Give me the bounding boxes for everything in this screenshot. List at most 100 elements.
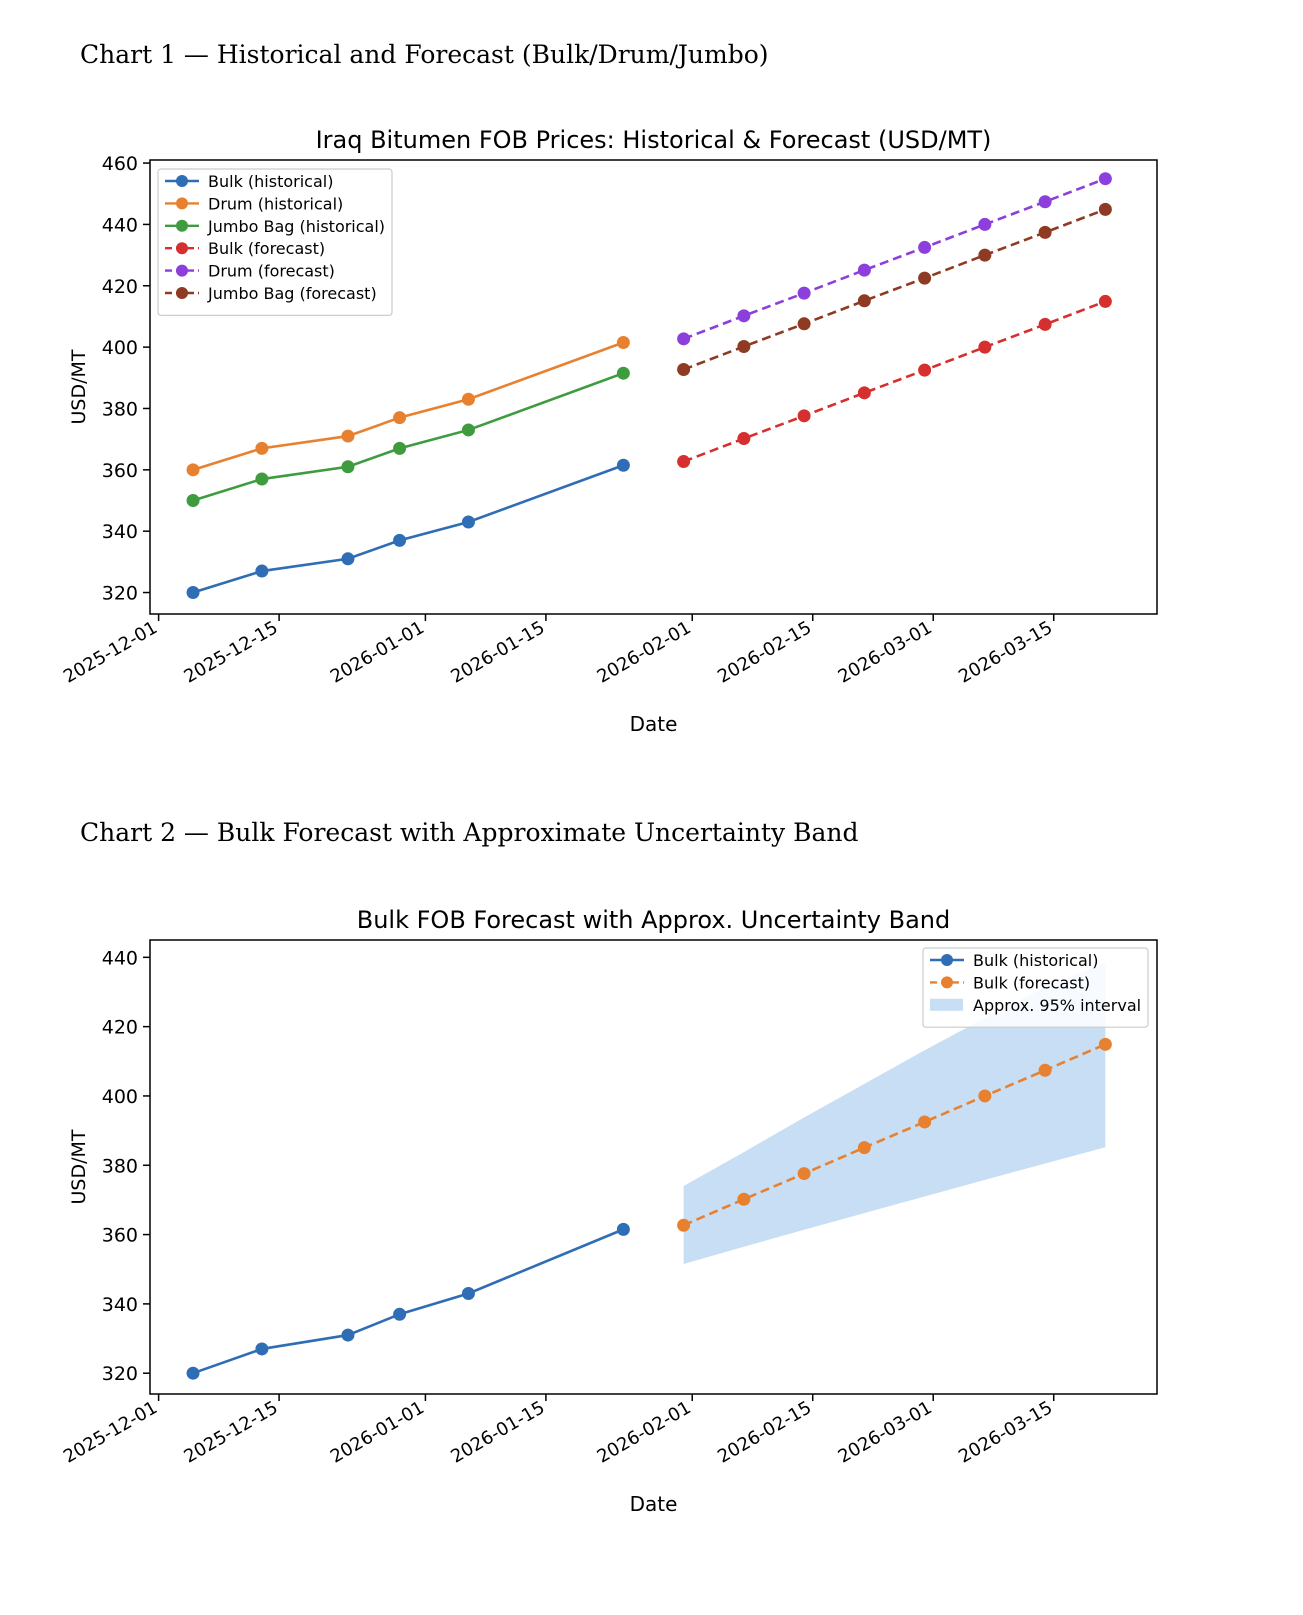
y-tick-label: 320	[102, 1363, 138, 1385]
x-tick-label: 2026-02-15	[714, 1397, 815, 1467]
data-point-bulk-historical	[255, 1342, 269, 1356]
x-tick-label: 2025-12-01	[60, 1397, 161, 1467]
data-point-bulk-historical	[255, 564, 269, 578]
chart1-figure: Iraq Bitumen FOB Prices: Historical & Fo…	[60, 126, 1158, 736]
chart1-caption: Chart 1 — Historical and Forecast (Bulk/…	[80, 40, 769, 69]
data-point-drum-forecast	[737, 309, 751, 323]
data-point-bulk-historical	[341, 1328, 355, 1342]
series-line-bulk-historical	[192, 464, 624, 594]
data-point-drum-historical	[341, 429, 355, 443]
data-point-drum-forecast	[918, 240, 932, 254]
legend-label: Approx. 95% interval	[973, 996, 1141, 1015]
data-point-bulk-forecast	[1038, 317, 1052, 331]
legend-box	[157, 168, 393, 316]
data-point-bulk-historical	[461, 515, 475, 529]
legend-marker	[176, 287, 188, 299]
series-line-bulk-historical	[192, 1228, 624, 1375]
data-point-bulk-forecast	[857, 1141, 871, 1155]
data-point-bulk-forecast	[1098, 294, 1112, 308]
data-point-bulk-forecast	[677, 455, 691, 469]
data-point-bulk-historical	[393, 533, 407, 547]
data-point-drum-historical	[255, 441, 269, 455]
x-tick-label: 2025-12-15	[181, 1397, 282, 1467]
data-point-drum-historical	[461, 392, 475, 406]
x-tick-label: 2026-01-01	[327, 617, 428, 687]
data-point-bulk-forecast	[857, 386, 871, 400]
data-point-bulk-historical	[186, 1366, 200, 1380]
x-tick-label: 2026-03-01	[835, 617, 936, 687]
data-point-bulk-forecast	[918, 363, 932, 377]
x-tick-label: 2026-01-15	[447, 617, 548, 687]
x-tick-label: 2025-12-01	[60, 617, 161, 687]
data-point-jumbo-bag-forecast	[797, 317, 811, 331]
data-point-jumbo-bag-forecast	[737, 340, 751, 354]
data-point-jumbo-bag-historical	[255, 472, 269, 486]
data-point-drum-forecast	[1098, 172, 1112, 186]
data-point-jumbo-bag-forecast	[1098, 202, 1112, 216]
legend-box	[922, 947, 1149, 1028]
legend-marker	[941, 976, 953, 989]
chart-title: Bulk FOB Forecast with Approx. Uncertain…	[357, 906, 950, 934]
data-point-bulk-historical	[186, 586, 200, 600]
series-line-drum-historical	[192, 341, 624, 472]
series-line-drum-forecast	[683, 177, 1106, 341]
x-tick-label: 2026-03-15	[955, 617, 1056, 687]
x-tick-label: 2026-03-01	[835, 1397, 936, 1467]
x-axis-label: Date	[630, 1492, 678, 1516]
legend-label: Bulk (forecast)	[208, 239, 325, 258]
data-point-bulk-historical	[461, 1286, 475, 1300]
data-point-drum-historical	[616, 336, 630, 350]
uncertainty-band	[683, 962, 1106, 1265]
x-tick-label: 2026-02-15	[714, 617, 815, 687]
legend-band-swatch	[930, 998, 963, 1011]
data-point-bulk-historical	[616, 458, 630, 472]
data-point-bulk-forecast	[737, 432, 751, 446]
chart2-figure: Bulk FOB Forecast with Approx. Uncertain…	[60, 906, 1158, 1516]
data-point-jumbo-bag-historical	[341, 460, 355, 474]
data-point-jumbo-bag-historical	[393, 441, 407, 455]
y-tick-label: 420	[102, 276, 138, 298]
legend-label: Bulk (historical)	[973, 951, 1098, 970]
legend-marker	[176, 175, 188, 187]
data-point-jumbo-bag-historical	[616, 366, 630, 380]
legend-label: Drum (forecast)	[208, 262, 335, 281]
series-line-bulk-forecast	[683, 1043, 1106, 1227]
data-point-bulk-forecast	[797, 409, 811, 423]
y-tick-label: 400	[102, 337, 138, 359]
legend-marker	[176, 242, 188, 255]
y-tick-label: 420	[102, 1017, 138, 1039]
legend-marker	[176, 264, 188, 277]
data-point-jumbo-bag-historical	[186, 494, 200, 507]
legend-label: Jumbo Bag (forecast)	[207, 284, 377, 303]
data-point-bulk-forecast	[918, 1115, 932, 1129]
plot-frame	[149, 159, 1158, 615]
data-point-bulk-forecast	[797, 1167, 811, 1181]
data-point-jumbo-bag-forecast	[918, 271, 932, 285]
chart2-caption: Chart 2 — Bulk Forecast with Approximate…	[80, 818, 859, 847]
data-point-drum-forecast	[797, 286, 811, 300]
legend-label: Bulk (forecast)	[973, 973, 1090, 992]
data-point-drum-forecast	[1038, 195, 1052, 209]
series-line-jumbo-bag-historical	[192, 371, 624, 502]
y-tick-label: 380	[102, 1155, 138, 1177]
y-tick-label: 440	[102, 214, 138, 236]
data-point-drum-forecast	[677, 332, 691, 346]
data-point-bulk-historical	[341, 552, 355, 566]
data-point-jumbo-bag-historical	[461, 423, 475, 437]
series-line-jumbo-bag-forecast	[683, 208, 1106, 371]
y-tick-label: 400	[102, 1086, 138, 1108]
data-point-bulk-historical	[616, 1222, 630, 1236]
data-point-drum-forecast	[978, 217, 992, 231]
plot-frame	[149, 939, 1158, 1395]
y-axis-label: USD/MT	[68, 349, 90, 424]
data-point-drum-historical	[186, 463, 200, 477]
data-point-bulk-forecast	[978, 1089, 992, 1103]
data-point-bulk-historical	[393, 1307, 407, 1321]
data-point-bulk-forecast	[677, 1218, 691, 1232]
y-tick-label: 360	[102, 1225, 138, 1247]
data-point-bulk-forecast	[1038, 1063, 1052, 1077]
legend-label: Drum (historical)	[208, 194, 343, 213]
x-axis-label: Date	[630, 712, 678, 736]
y-axis-label: USD/MT	[68, 1129, 90, 1204]
x-tick-label: 2026-03-15	[955, 1397, 1056, 1467]
